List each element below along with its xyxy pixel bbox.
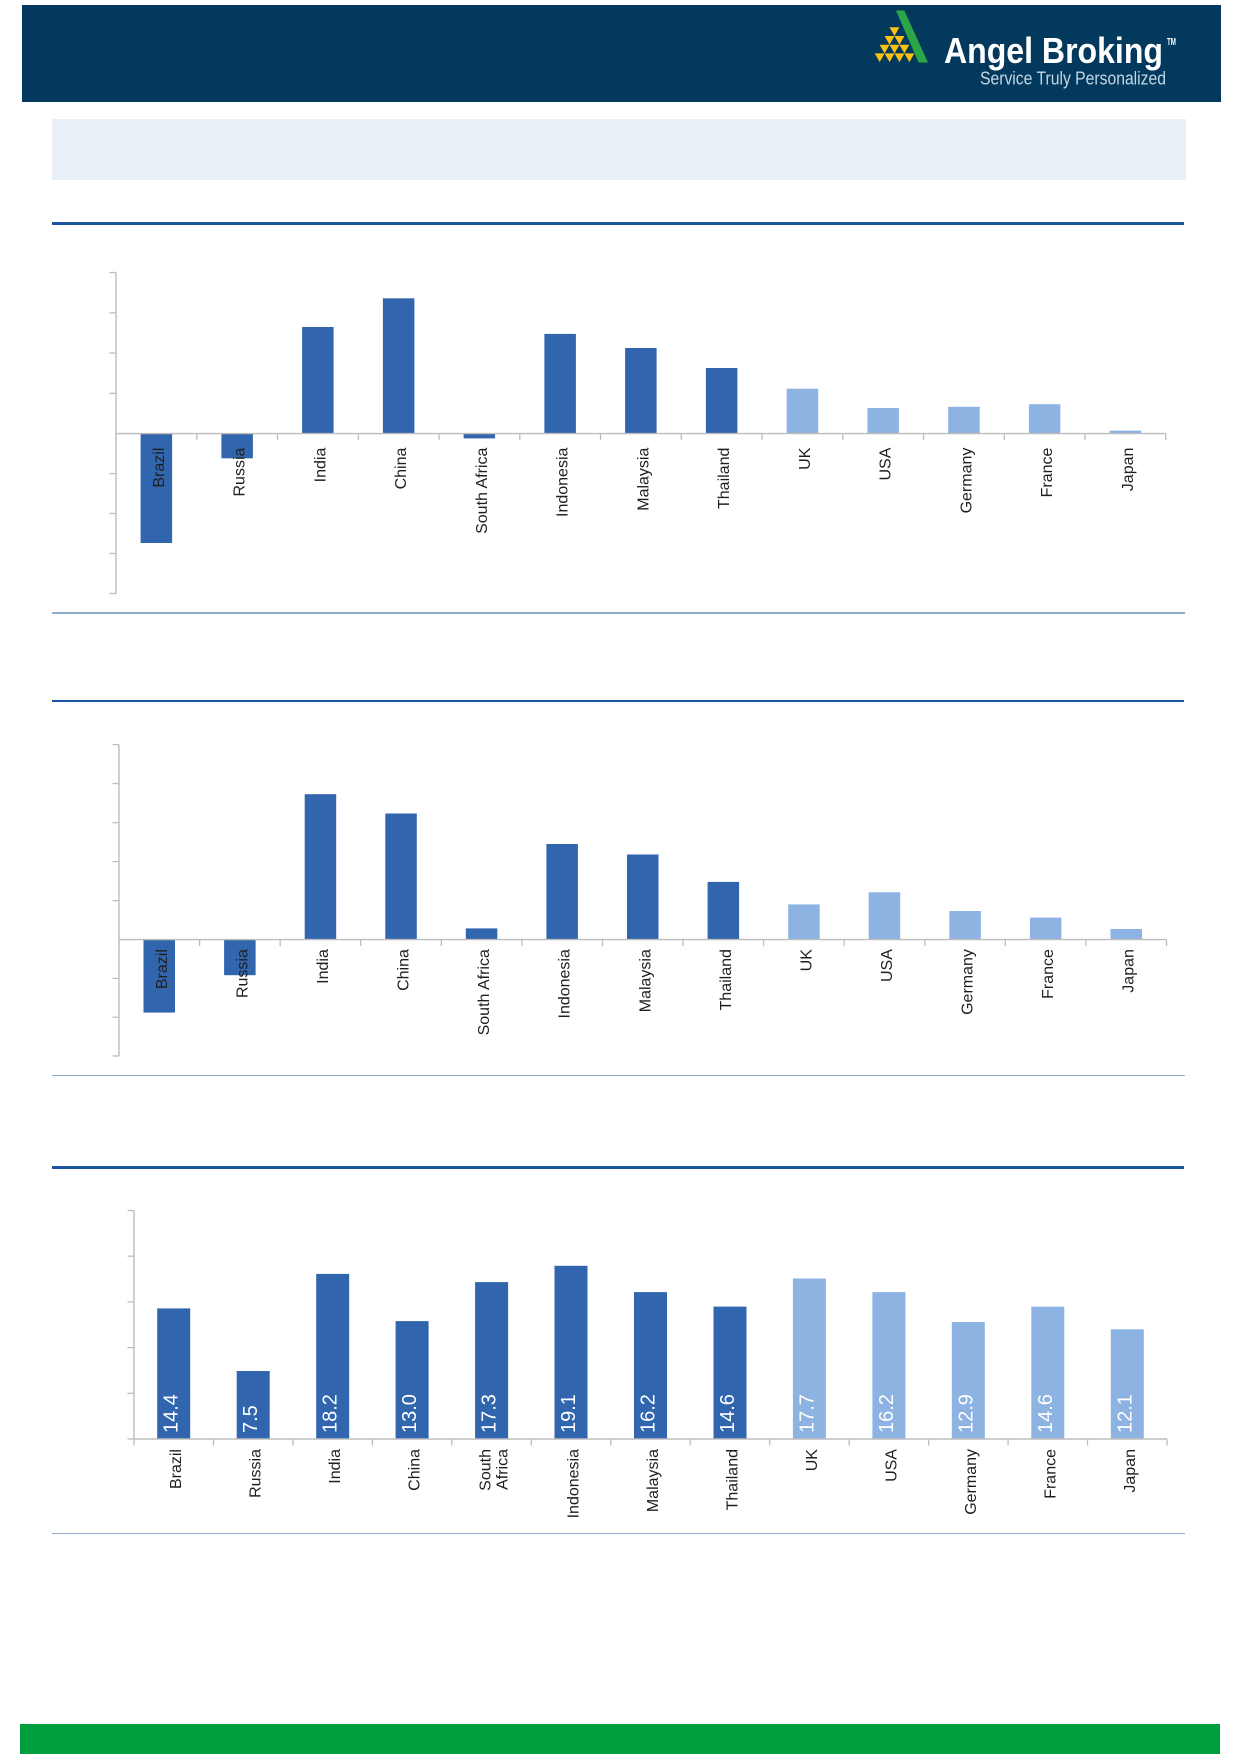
svg-text:UK: UK xyxy=(804,1449,821,1472)
svg-text:Germany: Germany xyxy=(960,949,977,1015)
svg-text:Japan: Japan xyxy=(1122,1449,1139,1493)
svg-text:Russia: Russia xyxy=(234,949,251,998)
svg-text:UK: UK xyxy=(797,447,814,470)
svg-text:14.6: 14.6 xyxy=(1035,1394,1057,1433)
svg-text:TM: TM xyxy=(1167,37,1176,48)
svg-text:India: India xyxy=(327,1449,344,1484)
svg-text:Germany: Germany xyxy=(958,448,975,514)
svg-text:USA: USA xyxy=(883,1449,900,1482)
svg-text:China: China xyxy=(396,949,413,991)
svg-text:Japan: Japan xyxy=(1121,949,1138,993)
svg-text:19.1: 19.1 xyxy=(558,1394,580,1433)
svg-text:Thailand: Thailand xyxy=(718,949,735,1010)
svg-text:Service Truly Personalized: Service Truly Personalized xyxy=(980,69,1166,89)
svg-text:Thailand: Thailand xyxy=(716,448,733,509)
svg-text:12.9: 12.9 xyxy=(955,1394,977,1433)
svg-text:France: France xyxy=(1039,447,1056,497)
svg-text:13.0: 13.0 xyxy=(399,1394,421,1433)
svg-text:14.6: 14.6 xyxy=(717,1394,739,1433)
svg-text:Brazil: Brazil xyxy=(151,448,168,488)
svg-text:India: India xyxy=(312,448,329,483)
svg-text:Brazil: Brazil xyxy=(168,1449,185,1489)
svg-text:China: China xyxy=(393,448,410,490)
svg-text:Malaysia: Malaysia xyxy=(635,448,652,511)
svg-text:France: France xyxy=(1040,949,1057,999)
svg-text:USA: USA xyxy=(878,447,895,480)
svg-text:Indonesia: Indonesia xyxy=(566,1449,583,1518)
svg-text:UK: UK xyxy=(798,949,815,972)
svg-text:18.2: 18.2 xyxy=(320,1394,342,1433)
svg-text:7.5: 7.5 xyxy=(240,1405,262,1433)
svg-text:China: China xyxy=(407,1449,424,1491)
svg-text:Africa: Africa xyxy=(495,1449,512,1490)
svg-text:South Africa: South Africa xyxy=(474,448,491,534)
svg-text:16.2: 16.2 xyxy=(876,1394,898,1433)
svg-text:South Africa: South Africa xyxy=(476,949,493,1035)
svg-text:Russia: Russia xyxy=(232,447,249,496)
svg-text:14.4: 14.4 xyxy=(161,1394,183,1433)
svg-text:South: South xyxy=(477,1449,494,1491)
svg-text:Russia: Russia xyxy=(248,1449,265,1498)
svg-text:Japan: Japan xyxy=(1120,448,1137,492)
svg-text:16.2: 16.2 xyxy=(638,1394,660,1433)
svg-text:Germany: Germany xyxy=(963,1449,980,1515)
svg-text:USA: USA xyxy=(879,949,896,982)
svg-text:Indonesia: Indonesia xyxy=(555,447,572,516)
svg-text:Brazil: Brazil xyxy=(154,949,171,989)
svg-text:Thailand: Thailand xyxy=(725,1449,742,1510)
svg-text:17.3: 17.3 xyxy=(479,1394,501,1433)
svg-text:17.7: 17.7 xyxy=(796,1394,818,1433)
svg-text:France: France xyxy=(1042,1449,1059,1499)
svg-text:Angel Broking: Angel Broking xyxy=(944,30,1163,71)
svg-text:Indonesia: Indonesia xyxy=(557,949,574,1018)
svg-text:Malaysia: Malaysia xyxy=(637,949,654,1012)
svg-text:India: India xyxy=(315,949,332,984)
svg-text:12.1: 12.1 xyxy=(1114,1394,1136,1433)
svg-text:Malaysia: Malaysia xyxy=(645,1449,662,1512)
